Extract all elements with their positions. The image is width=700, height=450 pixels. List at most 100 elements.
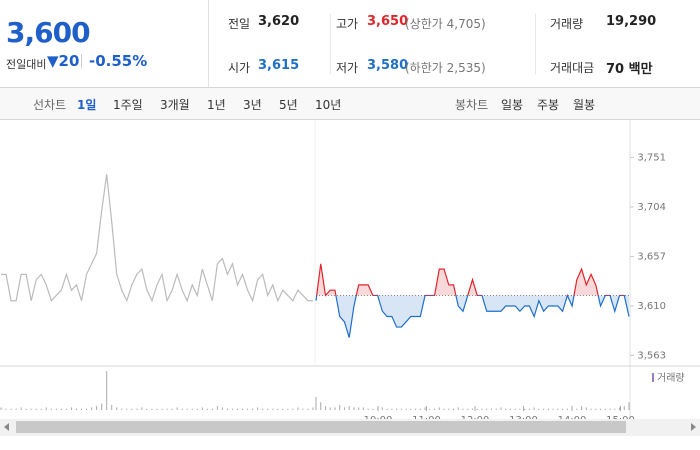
volume-bar [609, 408, 611, 410]
y-tick-label: 3,657 [637, 251, 666, 262]
scroll-arrow-left[interactable] [4, 423, 9, 431]
stat-note: (하한가 2,535) [405, 61, 486, 75]
volume-bar [50, 408, 52, 410]
volume-bar [226, 408, 228, 410]
volume-bar [552, 408, 554, 410]
area-up [316, 263, 629, 296]
volume-bar [0, 407, 2, 410]
volume-bar [96, 406, 98, 410]
volume-bar [509, 408, 511, 410]
volume-bar [353, 407, 355, 410]
candle-tab[interactable]: 월봉 [573, 98, 596, 112]
volume-bar [146, 408, 148, 410]
volume-bar [307, 408, 309, 410]
volume-bar [581, 406, 583, 410]
volume-bar [302, 408, 304, 410]
volume-bar [91, 407, 93, 410]
volume-bar [201, 407, 203, 410]
period-tab[interactable]: 3개월 [160, 98, 190, 112]
volume-bar [562, 408, 564, 410]
volume-bar [10, 408, 12, 410]
volume-bar [619, 407, 621, 410]
scrollbar-thumb[interactable] [16, 421, 626, 433]
stat-label: 시가 [228, 61, 251, 75]
volume-bar [533, 407, 535, 410]
volume-bar [429, 408, 431, 410]
price: 3,600 [6, 16, 91, 49]
volume-bar [247, 408, 249, 410]
volume-bar [171, 408, 173, 410]
tab-group-label: 봉차트 [455, 98, 489, 112]
volume-bar [292, 408, 294, 410]
volume-bar [524, 408, 526, 410]
volume-bar [358, 407, 360, 410]
period-tab[interactable]: 1일 [77, 98, 97, 112]
volume-bar [45, 407, 47, 410]
quote-header: 3,600 전일대비 ▼20 -0.55% 전일 3,620 고가 3,650 (상한가… [0, 0, 700, 88]
volume-bar [151, 408, 153, 410]
volume-bar [600, 408, 602, 410]
volume-bar [272, 408, 274, 410]
volume-bar [55, 408, 57, 410]
volume-bar [116, 407, 118, 410]
volume-bar [472, 408, 473, 410]
volume-bar [481, 408, 483, 410]
volume-bar [267, 408, 269, 410]
volume-bar [495, 408, 497, 410]
volume-bar [410, 408, 412, 410]
legend-swatch [652, 373, 654, 382]
y-tick-label: 3,751 [637, 152, 666, 163]
volume-bar [343, 407, 345, 410]
volume-bar [221, 407, 223, 410]
volume-bar [252, 408, 254, 410]
stat-value: 3,650 [367, 14, 409, 29]
volume-bar [86, 408, 88, 410]
volume-bar [419, 408, 421, 410]
volume-bar [367, 408, 369, 410]
volume-bar [297, 407, 299, 410]
tab-group-label: 선차트 [33, 98, 67, 112]
volume-bar [35, 408, 37, 410]
volume-bar [121, 408, 123, 410]
volume-bar [75, 408, 77, 410]
volume-bar [386, 408, 388, 410]
period-tab[interactable]: 10년 [315, 98, 342, 112]
change-rate: -0.55% [89, 52, 148, 70]
candle-tab[interactable]: 주봉 [537, 98, 560, 112]
volume-bar [126, 408, 128, 410]
volume-bar [20, 407, 22, 410]
period-tab[interactable]: 5년 [279, 98, 298, 112]
volume-bar [181, 408, 183, 410]
stat-value: 70 백만 [606, 62, 653, 77]
volume-bar [595, 408, 597, 410]
volume-bar [519, 408, 521, 410]
stat-value: 3,620 [258, 14, 300, 29]
volume-bar [15, 408, 17, 410]
volume-label: 거래량 [657, 372, 685, 384]
volume-bar [547, 408, 549, 410]
divider [535, 14, 536, 74]
volume-bar [166, 408, 168, 410]
period-tab[interactable]: 3년 [243, 98, 262, 112]
tab-bar: 선차트 1일 1주일 3개월 1년 3년 5년 10년 봉차트 일봉 주봉 월봉 [0, 88, 700, 120]
volume-bar [111, 404, 113, 410]
volume-bar [101, 403, 103, 410]
stat-value: 3,580 [367, 58, 409, 73]
volume-bar [348, 406, 350, 410]
volume-bar [231, 408, 233, 410]
volume-bar [467, 408, 469, 410]
volume-bar [131, 408, 133, 410]
volume-bar [424, 407, 426, 410]
scroll-arrow-right[interactable] [691, 423, 696, 431]
volume-bar [191, 408, 193, 410]
stat-label: 저가 [336, 61, 359, 75]
y-tick-label: 3,563 [637, 351, 666, 362]
volume-bar [614, 408, 616, 410]
volume-bar [448, 408, 450, 410]
candle-tab[interactable]: 일봉 [501, 98, 524, 112]
period-tab[interactable]: 1년 [207, 98, 226, 112]
volume-bar [604, 408, 606, 410]
period-tab[interactable]: 1주일 [113, 98, 143, 112]
